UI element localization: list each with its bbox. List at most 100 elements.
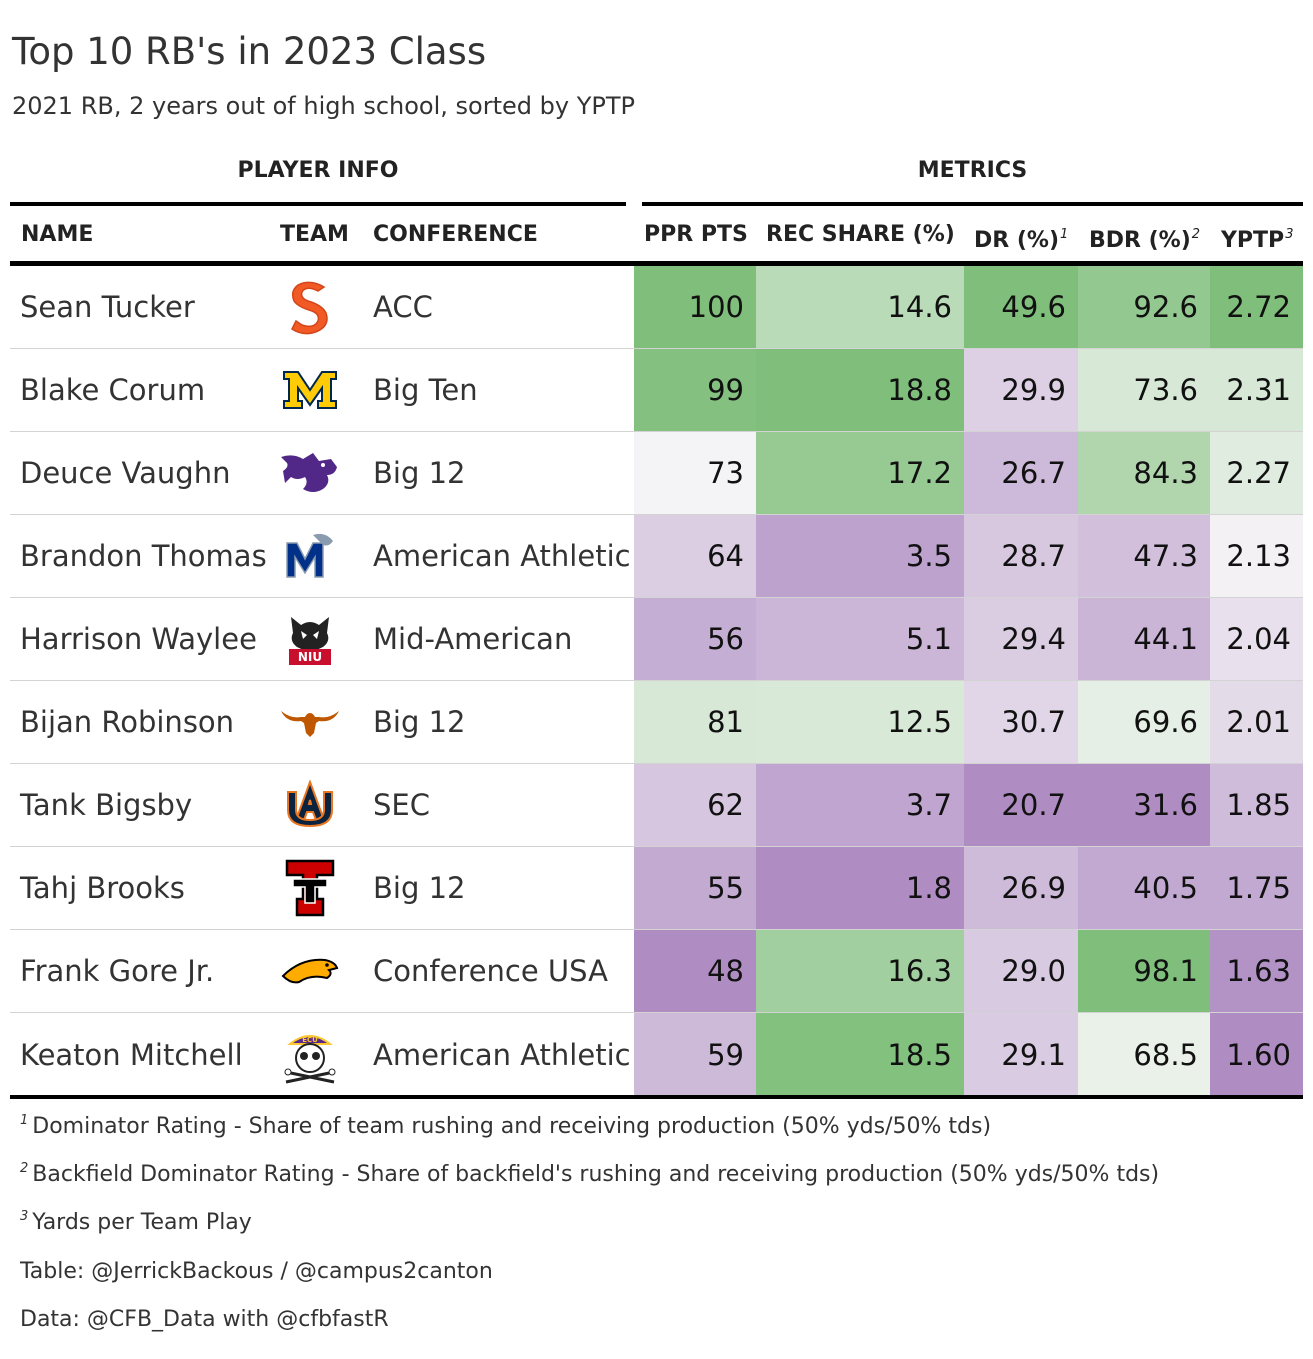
cell-rec-share: 18.8 (756, 349, 964, 431)
col-header-dr: DR (%)1 (974, 215, 1068, 255)
cell-ppr: 48 (634, 930, 756, 1012)
header-rule (10, 261, 1303, 266)
cell-yptp: 2.72 (1210, 266, 1303, 348)
col-header-team: TEAM (280, 222, 349, 247)
cell-dr: 29.9 (964, 349, 1078, 431)
southern-miss-logo (278, 930, 342, 1012)
cell-bdr: 98.1 (1078, 930, 1210, 1012)
cell-ppr: 56 (634, 598, 756, 680)
svg-text:NIU: NIU (298, 650, 322, 664)
conference: Big Ten (373, 373, 478, 407)
table-row: Blake Corum Big Ten 99 18.8 29.9 73.6 2.31 (10, 349, 1303, 432)
cell-rec-share: 5.1 (756, 598, 964, 680)
conference: American Athletic (373, 539, 631, 573)
conference: Conference USA (373, 954, 608, 988)
texas-tech-logo (278, 847, 342, 929)
cell-yptp: 1.85 (1210, 764, 1303, 846)
col-header-rec-share: REC SHARE (%) (766, 222, 955, 247)
player-name: Tahj Brooks (20, 871, 185, 905)
svg-text:ECU: ECU (302, 1036, 318, 1044)
cell-ppr: 73 (634, 432, 756, 514)
cell-dr: 29.0 (964, 930, 1078, 1012)
footnote-2: 2 Backfield Dominator Rating - Share of b… (20, 1161, 1159, 1187)
footnote-1-mark: 1 (20, 1113, 29, 1128)
col-header-bdr-label: BDR (%) (1089, 228, 1191, 253)
cell-yptp: 1.60 (1210, 1013, 1303, 1096)
cell-ppr: 59 (634, 1013, 756, 1096)
footnote-1-text: Dominator Rating - Share of team rushing… (32, 1114, 992, 1139)
col-header-dr-label: DR (%) (974, 228, 1060, 253)
cell-dr: 26.9 (964, 847, 1078, 929)
syracuse-logo (278, 266, 342, 348)
cell-rec-share: 12.5 (756, 681, 964, 763)
col-header-bdr-mark: 2 (1191, 227, 1201, 242)
cell-dr: 30.7 (964, 681, 1078, 763)
cell-yptp: 1.63 (1210, 930, 1303, 1012)
cell-ppr: 99 (634, 349, 756, 431)
table-bottom-rule (10, 1095, 1303, 1099)
cell-yptp: 2.04 (1210, 598, 1303, 680)
col-header-conference: CONFERENCE (373, 222, 538, 247)
player-name: Harrison Waylee (20, 622, 257, 656)
table-row: Harrison Waylee NIU Mid-American 56 5.1 29.4 4… (10, 598, 1303, 681)
cell-dr: 29.1 (964, 1013, 1078, 1096)
table-title: Top 10 RB's in 2023 Class (12, 30, 487, 73)
table-row: Keaton Mitchell ECU American Athletic 59 18.… (10, 1013, 1303, 1096)
footnote-1: 1 Dominator Rating - Share of team rushin… (20, 1113, 991, 1139)
cell-yptp: 2.01 (1210, 681, 1303, 763)
footnote-3: 3 Yards per Team Play (20, 1209, 252, 1235)
cell-ppr: 81 (634, 681, 756, 763)
table-row: Brandon Thomas American Athletic 64 3.5 28.7… (10, 515, 1303, 598)
conference: Big 12 (373, 705, 466, 739)
footnote-2-text: Backfield Dominator Rating - Share of ba… (32, 1162, 1160, 1187)
cell-yptp: 2.13 (1210, 515, 1303, 597)
table-subtitle: 2021 RB, 2 years out of high school, sor… (12, 92, 635, 120)
table-row: Bijan Robinson Big 12 81 12.5 30.7 69.6 2.01 (10, 681, 1303, 764)
table-row: Deuce Vaughn Big 12 73 17.2 26.7 84.3 2.27 (10, 432, 1303, 515)
cell-rec-share: 3.7 (756, 764, 964, 846)
table-body: Sean Tucker ACC 100 14.6 49.6 92.6 2.72 Blake C… (10, 266, 1303, 1096)
conference: American Athletic (373, 1037, 631, 1072)
cell-rec-share: 1.8 (756, 847, 964, 929)
player-name: Frank Gore Jr. (20, 954, 215, 988)
texas-logo (278, 681, 342, 763)
cell-bdr: 44.1 (1078, 598, 1210, 680)
cell-ppr: 62 (634, 764, 756, 846)
player-name: Bijan Robinson (20, 705, 235, 739)
cell-rec-share: 17.2 (756, 432, 964, 514)
source-note-table: Table: @JerrickBackous / @campus2canton (20, 1259, 493, 1284)
cell-dr: 49.6 (964, 266, 1078, 348)
footnote-3-text: Yards per Team Play (32, 1210, 252, 1235)
memphis-logo (278, 515, 342, 597)
conference: Big 12 (373, 871, 466, 905)
footnote-3-mark: 3 (20, 1209, 29, 1224)
cell-dr: 20.7 (964, 764, 1078, 846)
col-header-ppr: PPR PTS (644, 222, 748, 247)
table-row: Tahj Brooks Big 12 55 1.8 26.9 40.5 1.75 (10, 847, 1303, 930)
cell-bdr: 69.6 (1078, 681, 1210, 763)
conference: Big 12 (373, 456, 466, 490)
cell-yptp: 1.75 (1210, 847, 1303, 929)
cell-bdr: 73.6 (1078, 349, 1210, 431)
cell-yptp: 2.27 (1210, 432, 1303, 514)
col-header-name: NAME (21, 222, 94, 247)
player-name: Keaton Mitchell (20, 1037, 243, 1072)
footnote-2-mark: 2 (20, 1161, 29, 1176)
col-header-yptp: YPTP3 (1221, 215, 1293, 255)
conference: SEC (373, 788, 430, 822)
col-header-yptp-mark: 3 (1285, 227, 1294, 242)
cell-bdr: 31.6 (1078, 764, 1210, 846)
michigan-logo (278, 349, 342, 431)
cell-ppr: 100 (634, 266, 756, 348)
player-name: Sean Tucker (20, 290, 195, 324)
cell-ppr: 64 (634, 515, 756, 597)
northern-illinois-logo: NIU (278, 598, 342, 680)
player-name: Deuce Vaughn (20, 456, 231, 490)
cell-bdr: 47.3 (1078, 515, 1210, 597)
cell-ppr: 55 (634, 847, 756, 929)
cell-dr: 26.7 (964, 432, 1078, 514)
ecu-logo: ECU (278, 1013, 342, 1096)
cell-bdr: 40.5 (1078, 847, 1210, 929)
col-header-bdr: BDR (%)2 (1089, 215, 1200, 255)
cell-dr: 29.4 (964, 598, 1078, 680)
